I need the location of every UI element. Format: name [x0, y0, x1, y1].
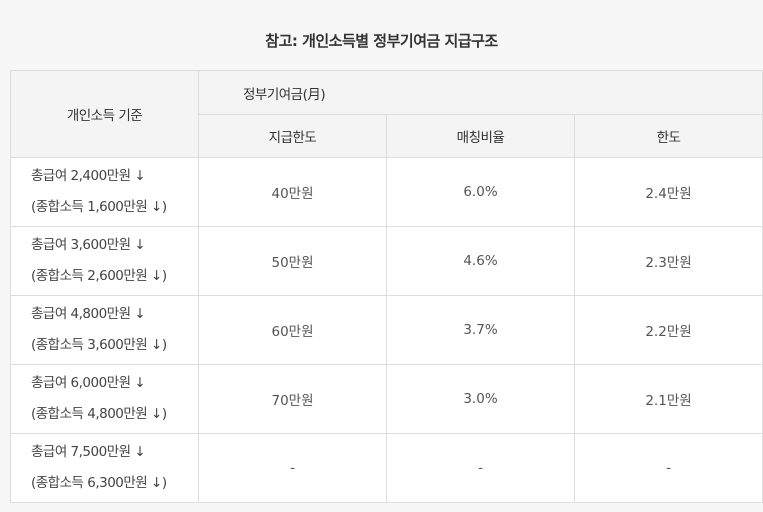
matching-ratio-cell: 6.0%: [386, 157, 575, 227]
total-income-text: (종합소득 6,300만원 ↓): [31, 475, 167, 491]
matching-ratio-cell: -: [386, 433, 575, 503]
max-cell: 2.3만원: [573, 226, 763, 296]
payment-limit-cell: 50만원: [198, 226, 387, 296]
total-income-text: (종합소득 2,600만원 ↓): [31, 268, 167, 284]
contribution-table: 개인소득 기준 정부기여금(月) 지급한도 매칭비율 한도 총급여 2,400만…: [10, 70, 763, 503]
table-row: 총급여 2,400만원 ↓ (종합소득 1,600만원 ↓) 40만원 6.0%…: [10, 157, 763, 227]
max-cell: 2.1만원: [573, 364, 763, 434]
payment-limit-cell: 60만원: [198, 295, 387, 365]
header-matching-ratio: 매칭비율: [386, 114, 575, 158]
total-income-text: (종합소득 4,800만원 ↓): [31, 406, 167, 422]
table-header-row: 개인소득 기준 정부기여금(月): [10, 70, 763, 158]
payment-limit-cell: -: [198, 433, 387, 503]
gross-salary-text: 총급여 7,500만원 ↓: [31, 444, 146, 460]
matching-ratio-cell: 3.7%: [386, 295, 575, 365]
total-income-text: (종합소득 1,600만원 ↓): [31, 199, 167, 215]
table-subheader-row: 지급한도 매칭비율 한도: [11, 114, 763, 158]
payment-limit-cell: 70만원: [198, 364, 387, 434]
income-criteria-cell: 총급여 7,500만원 ↓ (종합소득 6,300만원 ↓): [10, 433, 199, 503]
payment-limit-cell: 40만원: [198, 157, 387, 227]
max-cell: 2.4만원: [573, 157, 763, 227]
table-row: 총급여 3,600만원 ↓ (종합소득 2,600만원 ↓) 50만원 4.6%…: [10, 226, 763, 296]
header-criteria: 개인소득 기준: [10, 70, 199, 158]
matching-ratio-cell: 4.6%: [386, 226, 575, 296]
page-title: 참고: 개인소득별 정부기여금 지급구조: [265, 32, 498, 50]
header-payment-limit: 지급한도: [198, 114, 387, 158]
income-criteria-cell: 총급여 2,400만원 ↓ (종합소득 1,600만원 ↓): [10, 157, 199, 227]
income-criteria-cell: 총급여 4,800만원 ↓ (종합소득 3,600만원 ↓): [10, 295, 199, 365]
total-income-text: (종합소득 3,600만원 ↓): [31, 337, 167, 353]
gross-salary-text: 총급여 4,800만원 ↓: [31, 306, 146, 322]
gross-salary-text: 총급여 6,000만원 ↓: [31, 375, 146, 391]
header-government-contribution: 정부기여금(月): [197, 70, 763, 115]
matching-ratio-cell: 3.0%: [386, 364, 575, 434]
income-criteria-cell: 총급여 6,000만원 ↓ (종합소득 4,800만원 ↓): [10, 364, 199, 434]
gross-salary-text: 총급여 3,600만원 ↓: [31, 237, 146, 253]
table-row: 총급여 4,800만원 ↓ (종합소득 3,600만원 ↓) 60만원 3.7%…: [10, 295, 763, 365]
header-max: 한도: [573, 114, 763, 158]
table-row: 총급여 7,500만원 ↓ (종합소득 6,300만원 ↓) - - -: [10, 433, 763, 503]
max-cell: 2.2만원: [573, 295, 763, 365]
max-cell: -: [573, 433, 763, 503]
income-criteria-cell: 총급여 3,600만원 ↓ (종합소득 2,600만원 ↓): [10, 226, 199, 296]
gross-salary-text: 총급여 2,400만원 ↓: [31, 168, 146, 184]
table-row: 총급여 6,000만원 ↓ (종합소득 4,800만원 ↓) 70만원 3.0%…: [10, 364, 763, 434]
